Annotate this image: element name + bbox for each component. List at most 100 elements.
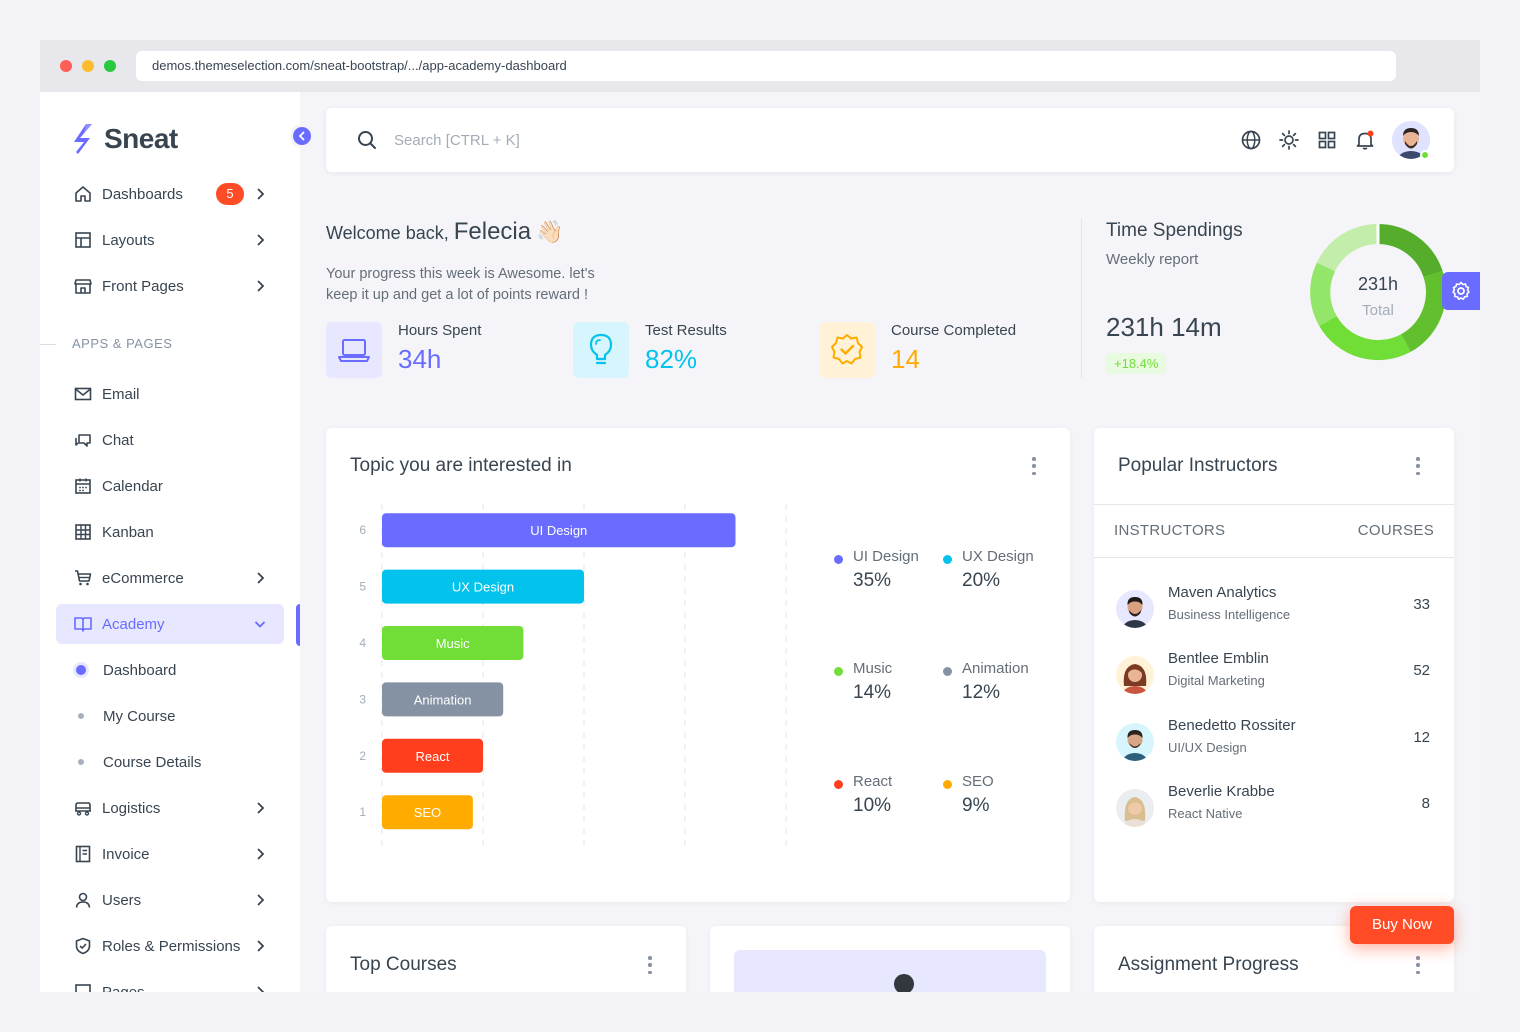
sidebar-item-kanban[interactable]: Kanban <box>56 512 284 552</box>
bar[interactable] <box>382 795 473 830</box>
column-header: COURSES <box>1357 522 1434 539</box>
legend-name: Music <box>853 660 893 677</box>
chevron-right-icon <box>257 802 265 814</box>
time-spendings-subtitle: Weekly report <box>1106 251 1199 268</box>
instructors-card: Popular Instructors INSTRUCTORS COURSES … <box>1094 428 1454 902</box>
sidebar-item-logistics[interactable]: Logistics <box>56 788 284 828</box>
sidebar-item-chat[interactable]: Chat <box>56 420 284 460</box>
brand-logo[interactable]: Sneat <box>72 122 178 156</box>
legend-dot <box>834 667 843 676</box>
bar-label: UX Design <box>452 580 514 595</box>
bar[interactable] <box>382 569 584 604</box>
card-title: Top Courses <box>350 954 457 975</box>
globe-icon[interactable] <box>1240 129 1262 151</box>
sidebar-item-email[interactable]: Email <box>56 374 284 414</box>
buy-now-button[interactable]: Buy Now <box>1350 906 1454 944</box>
chevron-down-icon <box>254 621 266 628</box>
legend-dot <box>943 555 952 564</box>
sun-icon[interactable] <box>1278 129 1300 151</box>
instructor-role: UI/UX Design <box>1168 740 1247 755</box>
search-icon[interactable] <box>356 129 378 151</box>
donut-segment <box>1316 224 1379 272</box>
bar[interactable] <box>382 626 524 660</box>
pages-icon <box>72 981 94 992</box>
store-icon <box>72 275 94 297</box>
sidebar-subitem-label: Dashboard <box>103 661 177 679</box>
avatar <box>1116 723 1154 761</box>
legend-value: 9% <box>962 795 990 816</box>
table-row[interactable]: Beverlie Krabbe React Native 8 <box>1094 783 1454 839</box>
y-tick-label: 4 <box>359 636 366 650</box>
sidebar-item-pages[interactable]: Pages <box>56 972 284 992</box>
browser-chrome: demos.themeselection.com/sneat-bootstrap… <box>40 40 1480 92</box>
sidebar-item-label: Chat <box>102 431 134 449</box>
sidebar-item-label: Email <box>102 385 140 403</box>
sidebar-item-label: Roles & Permissions <box>102 937 241 955</box>
bar-label: SEO <box>414 805 441 820</box>
sidebar-item-ecommerce[interactable]: eCommerce <box>56 558 284 598</box>
bullet-dot <box>78 759 84 765</box>
active-dot <box>76 665 86 675</box>
bar[interactable] <box>382 738 483 773</box>
sidebar-item-label: Academy <box>102 615 165 633</box>
sidebar-item-dashboards[interactable]: Dashboards 5 <box>56 174 284 214</box>
maximize-window-button[interactable] <box>104 60 116 72</box>
top-navbar <box>326 108 1454 172</box>
bell-icon[interactable] <box>1354 129 1376 151</box>
legend-name: React <box>853 773 893 790</box>
sidebar-item-label: Users <box>102 891 142 909</box>
y-tick-label: 1 <box>359 805 366 819</box>
card-title: Assignment Progress <box>1118 954 1299 975</box>
sidebar-item-roles-permissions[interactable]: Roles & Permissions <box>56 926 284 966</box>
legend-dot <box>943 667 952 676</box>
sidebar-item-label: Kanban <box>102 523 154 541</box>
address-bar[interactable]: demos.themeselection.com/sneat-bootstrap… <box>136 51 1396 81</box>
home-icon <box>72 183 94 205</box>
legend-name: Animation <box>962 660 1029 677</box>
column-header: INSTRUCTORS <box>1114 522 1226 539</box>
bar[interactable] <box>382 682 504 717</box>
course-count: 52 <box>1413 662 1430 679</box>
apps-grid-icon[interactable] <box>1316 129 1338 151</box>
close-window-button[interactable] <box>60 60 72 72</box>
table-row[interactable]: Bentlee Emblin Digital Marketing 52 <box>1094 650 1454 706</box>
sidebar-item-layouts[interactable]: Layouts <box>56 220 284 260</box>
chevron-right-icon <box>257 572 265 584</box>
bar[interactable] <box>382 513 736 548</box>
table-row[interactable]: Maven Analytics Business Intelligence 33 <box>1094 584 1454 640</box>
sidebar-subitem-dashboard[interactable]: Dashboard <box>56 650 284 690</box>
donut-center-value: 231h <box>1358 274 1398 294</box>
more-vertical-icon[interactable] <box>1032 457 1036 475</box>
more-vertical-icon[interactable] <box>1416 956 1420 974</box>
legend-value: 10% <box>853 795 892 816</box>
table-row[interactable]: Benedetto Rossiter UI/UX Design 12 <box>1094 717 1454 773</box>
sidebar-item-calendar[interactable]: Calendar <box>56 466 284 506</box>
sidebar-collapse-button[interactable] <box>290 124 314 148</box>
waving-hand-icon: 👋🏻 <box>536 219 564 244</box>
sidebar-item-academy[interactable]: Academy <box>56 604 284 644</box>
more-vertical-icon[interactable] <box>1416 457 1420 475</box>
stat-value: 82% <box>645 344 698 374</box>
instructor-role: React Native <box>1168 806 1243 821</box>
sidebar-item-front-pages[interactable]: Front Pages <box>56 266 284 306</box>
layout-icon <box>72 229 94 251</box>
sidebar-subitem-course-details[interactable]: Course Details <box>56 742 284 782</box>
donut-segment <box>1319 315 1411 361</box>
active-indicator <box>296 604 300 646</box>
minimize-window-button[interactable] <box>82 60 94 72</box>
donut-segment <box>1310 262 1337 326</box>
more-vertical-icon[interactable] <box>648 956 652 974</box>
customizer-button[interactable] <box>1442 272 1480 310</box>
lightbulb-icon <box>573 322 629 378</box>
search-input[interactable] <box>394 128 794 152</box>
sidebar-subitem-my-course[interactable]: My Course <box>56 696 284 736</box>
sneat-logo-icon <box>74 124 92 154</box>
sidebar-item-invoice[interactable]: Invoice <box>56 834 284 874</box>
laptop-icon <box>326 322 382 378</box>
chevron-right-icon <box>257 234 265 246</box>
donut-center-label: Total <box>1362 302 1394 319</box>
welcome-greeting: Welcome back, <box>326 223 449 243</box>
legend-name: UX Design <box>962 548 1034 565</box>
welcome-name: Felecia <box>453 218 532 245</box>
sidebar-item-users[interactable]: Users <box>56 880 284 920</box>
